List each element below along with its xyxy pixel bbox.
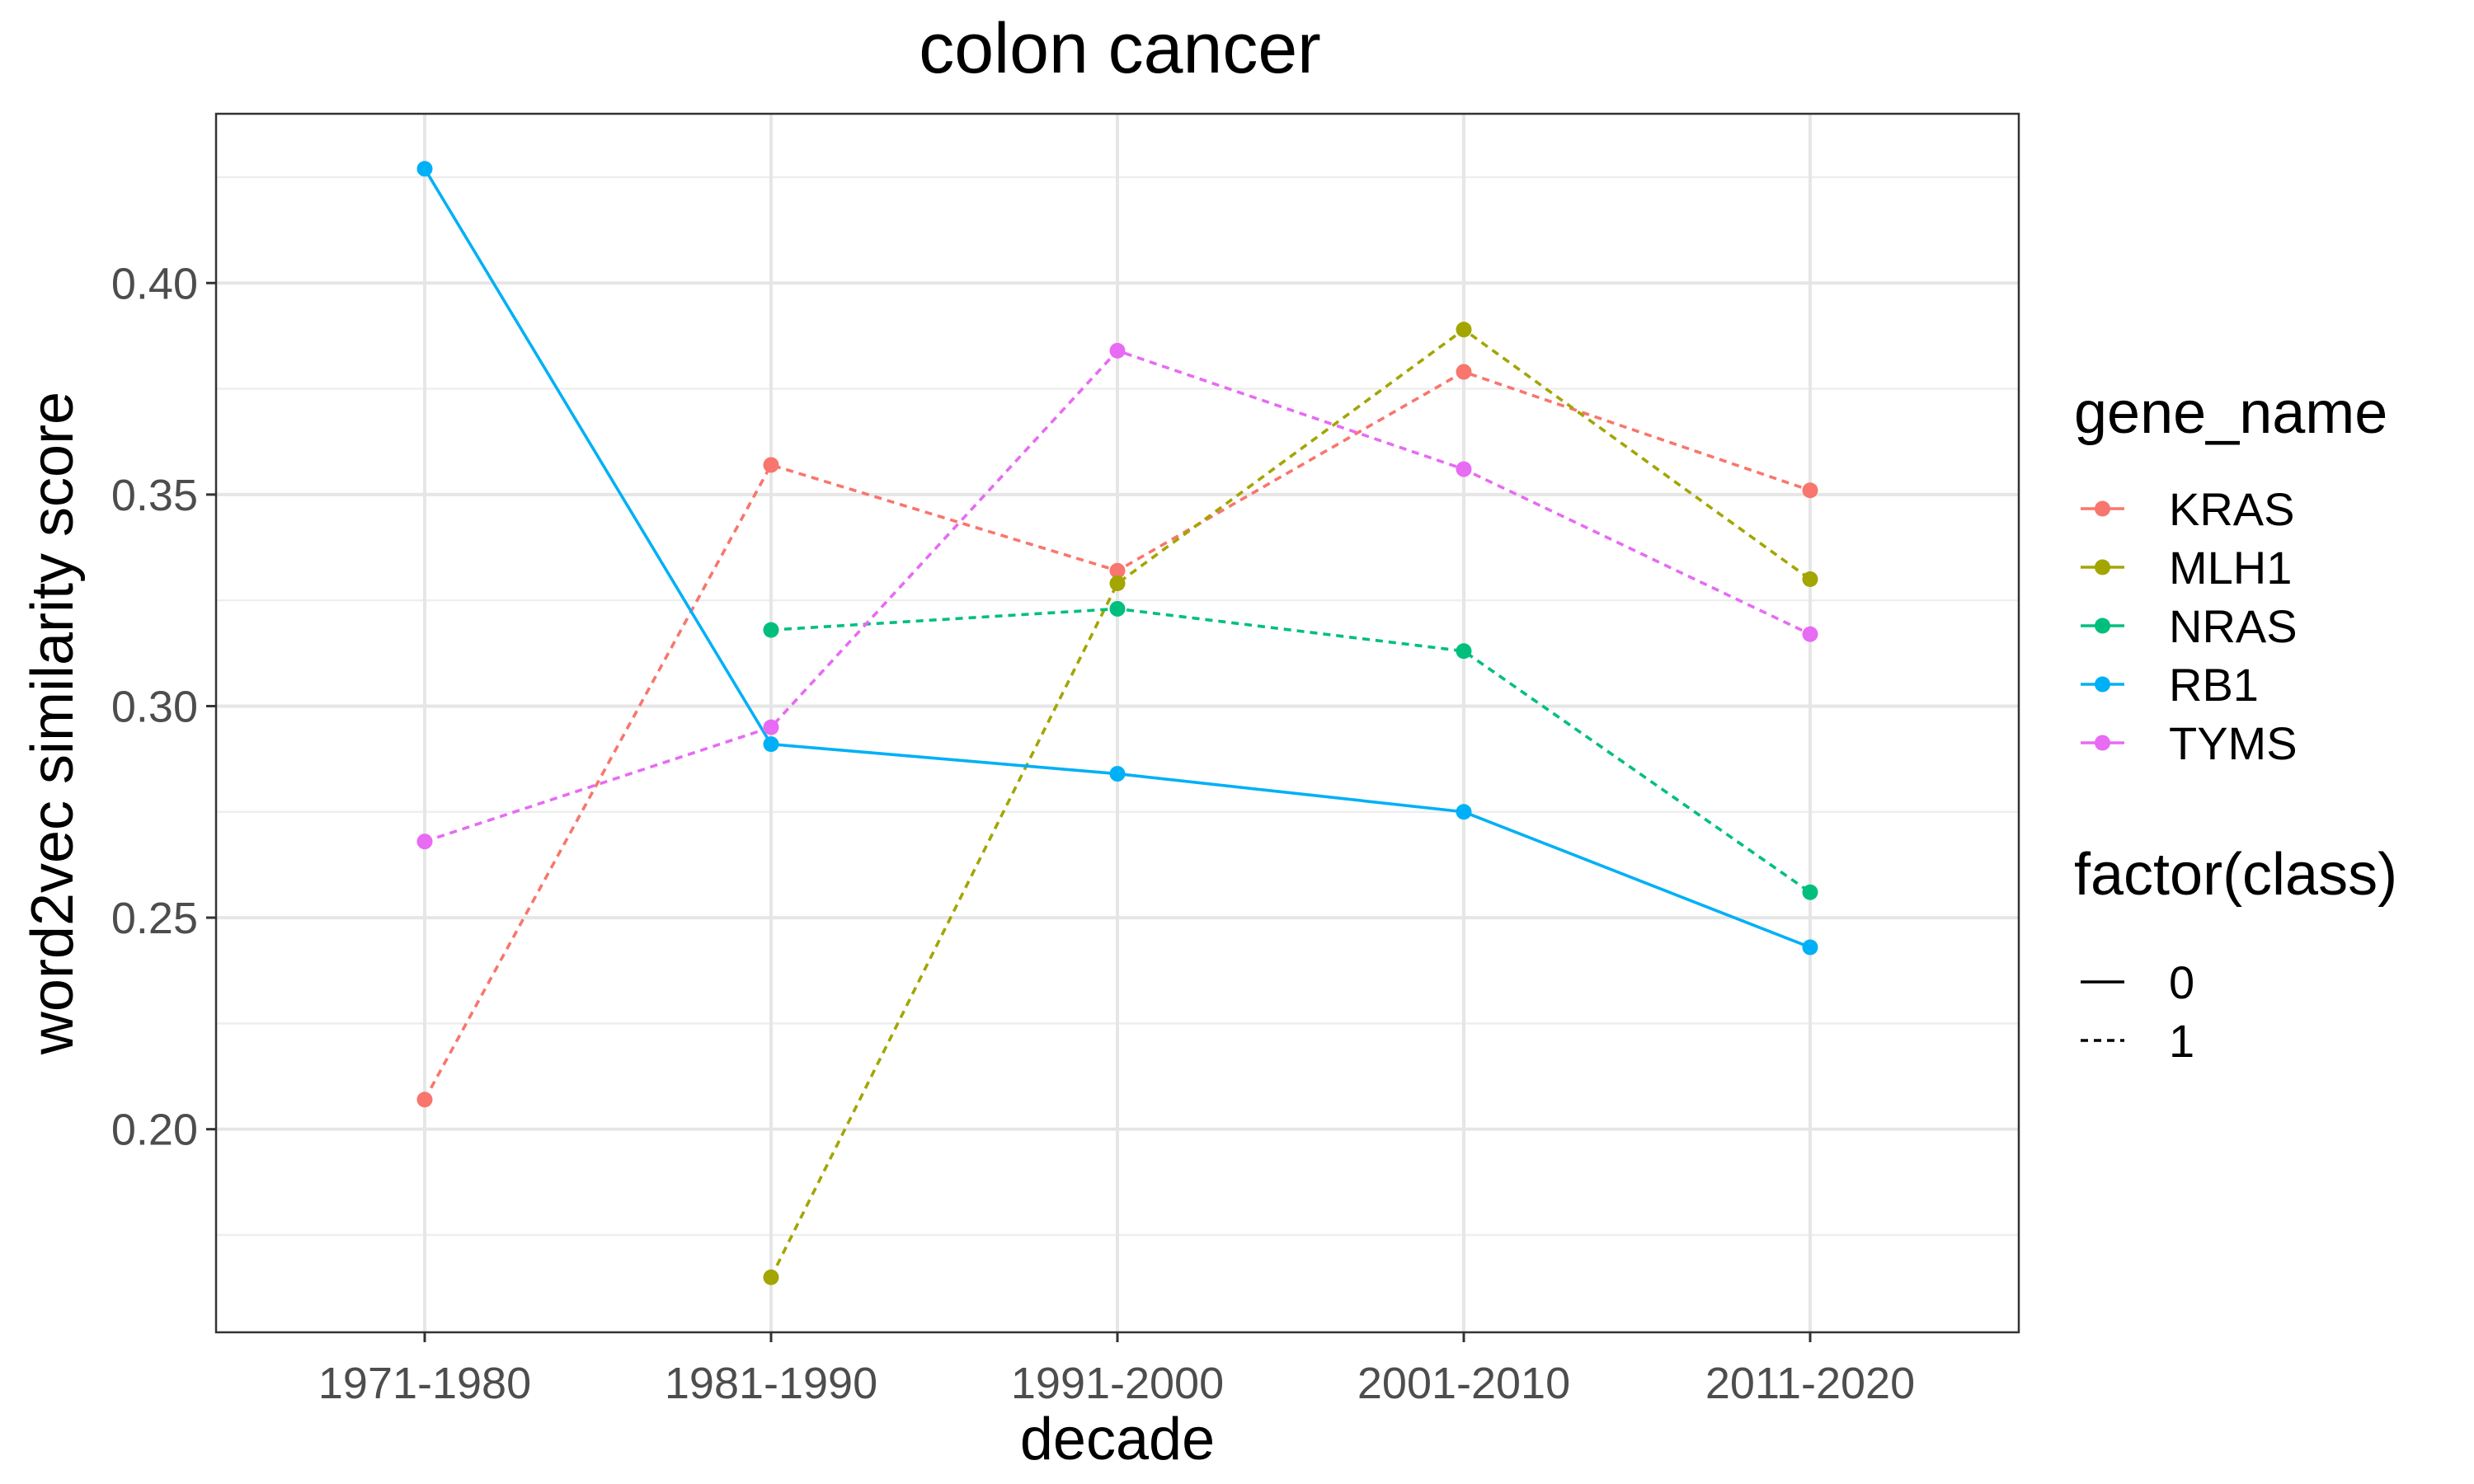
data-point-kras (1109, 562, 1126, 579)
data-point-kras (416, 1092, 433, 1108)
data-point-tyms (1456, 461, 1472, 477)
x-tick-label: 2011-2020 (1705, 1359, 1915, 1408)
x-tick-label: 1981-1990 (665, 1359, 877, 1408)
legend-key-point-rb1 (2095, 676, 2110, 693)
axes: 0.20 0.25 0.30 0.35 0.40 1971-1980 1981-1990 19… (111, 259, 1915, 1408)
x-axis-title: decade (1020, 1407, 1215, 1472)
data-point-mlh1 (763, 1269, 779, 1285)
y-tick-label: 0.30 (111, 682, 198, 731)
chart-title: colon cancer (919, 9, 1321, 88)
legend-label-tyms: TYMS (2169, 717, 2298, 769)
legend-key-point-tyms (2095, 735, 2110, 751)
data-point-nras (763, 622, 779, 638)
data-point-rb1 (1802, 939, 1818, 956)
legend-label-kras: KRAS (2169, 483, 2295, 535)
data-point-tyms (1109, 342, 1126, 359)
y-axis-title: word2vec similarity score (20, 392, 86, 1055)
legend-title-gene-name: gene_name (2074, 380, 2387, 446)
legend-key-point-nras (2095, 618, 2110, 634)
series-line-mlh1 (769, 327, 1812, 1279)
y-tick-label: 0.20 (111, 1106, 198, 1155)
legend-label-class-0: 0 (2169, 956, 2194, 1008)
legend-label-class-1: 1 (2169, 1015, 2194, 1067)
data-point-rb1 (416, 161, 433, 177)
x-tick-label: 1971-1980 (318, 1359, 531, 1408)
data-point-mlh1 (1802, 571, 1818, 588)
data-point-rb1 (1109, 766, 1126, 782)
series-layer (416, 161, 1818, 1285)
y-tick-label: 0.35 (111, 471, 198, 520)
data-point-kras (763, 457, 779, 473)
data-point-nras (1802, 884, 1818, 900)
data-point-rb1 (1456, 804, 1472, 820)
data-point-nras (1456, 643, 1472, 660)
legend-linetype-items: 01 (2081, 956, 2194, 1067)
series-line-nras (770, 607, 1812, 894)
data-point-mlh1 (1109, 575, 1126, 592)
legend-key-point-mlh1 (2095, 559, 2110, 575)
x-tick-label: 1991-2000 (1011, 1359, 1224, 1408)
data-point-mlh1 (1456, 322, 1472, 338)
y-tick-label: 0.40 (111, 259, 198, 308)
data-point-kras (1456, 364, 1472, 380)
legend-color-items: KRAS MLH1 NRAS RB1 TYMS (2081, 483, 2298, 769)
data-point-rb1 (763, 736, 779, 753)
legend-key-point-kras (2095, 500, 2110, 517)
data-point-nras (1109, 600, 1126, 617)
y-tick-label: 0.25 (111, 894, 198, 943)
x-tick-label: 2001-2010 (1357, 1359, 1570, 1408)
data-point-tyms (1802, 626, 1818, 642)
legend-title-factor-class: factor(class) (2074, 842, 2397, 908)
data-point-tyms (763, 719, 779, 735)
legend-label-rb1: RB1 (2169, 659, 2259, 711)
legend-label-nras: NRAS (2169, 600, 2298, 652)
legend: gene_name KRAS MLH1 NRAS RB1 TYMS factor(cla… (2074, 380, 2397, 1067)
data-point-tyms (416, 834, 433, 850)
data-point-kras (1802, 482, 1818, 499)
grid (216, 114, 2019, 1332)
legend-label-mlh1: MLH1 (2169, 542, 2292, 594)
